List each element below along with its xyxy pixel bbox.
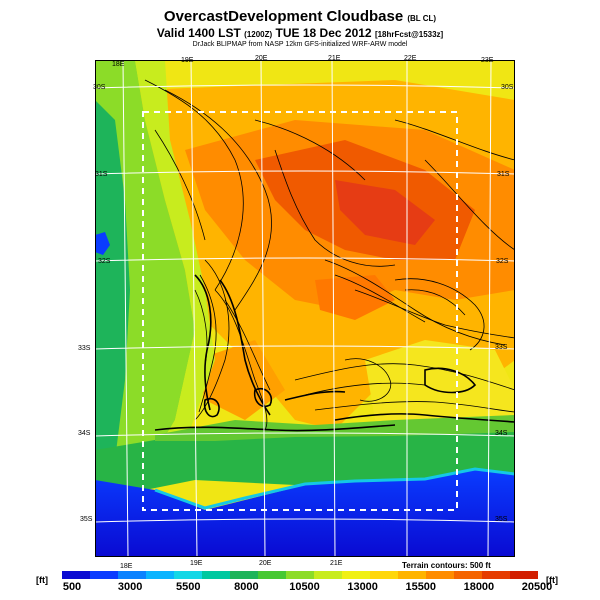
- lon-label-top: 19E: [181, 57, 194, 64]
- colorbar-swatch: [90, 571, 119, 579]
- colorbar-tick-label: 500: [62, 581, 82, 593]
- colorbar-swatch: [146, 571, 175, 579]
- lat-label-left: 33S: [78, 345, 91, 352]
- title-suffix: (BL CL): [407, 14, 437, 23]
- sea-cyan-coast: [154, 467, 515, 510]
- colorbar-swatch: [426, 571, 455, 579]
- field-lightgreen-south: [155, 415, 515, 441]
- valid-utc: (1200Z): [244, 30, 273, 39]
- colorbar-unit-right: [ft]: [546, 575, 558, 585]
- colorbar-tick-label: 15500: [405, 581, 437, 593]
- colorbar-tick-label: 20500: [521, 581, 553, 593]
- forecast-code: [18hrFcst@1533z]: [374, 30, 444, 39]
- lat-label-left: 31S: [95, 171, 108, 178]
- colorbar-swatch: [482, 571, 511, 579]
- field-yellow-east: [365, 340, 515, 440]
- colorbar-swatch: [398, 571, 427, 579]
- lon-label-top: 20E: [255, 55, 268, 62]
- title-main: OvercastDevelopment Cloudbase: [163, 8, 404, 25]
- sea-west-inlet: [95, 232, 110, 255]
- colorbar-swatch: [62, 571, 91, 579]
- lon-label-top: 18E: [112, 61, 125, 68]
- terrain-contour-note: Terrain contours: 500 ft: [402, 561, 491, 570]
- colorbar-tick-label: 13000: [347, 581, 378, 593]
- colorbar-tick-label: 8000: [234, 581, 259, 593]
- lon-label-bottom: 18E: [120, 563, 133, 570]
- colorbar-tick-label: 10500: [289, 581, 320, 593]
- colorbar-swatch: [258, 571, 287, 579]
- colorbar-swatch: [174, 571, 203, 579]
- lat-label-right: 31S: [497, 171, 510, 178]
- colorbar-swatch: [314, 571, 343, 579]
- lon-label-top: 21E: [328, 55, 341, 62]
- colorbar: [62, 571, 538, 579]
- colorbar-swatch: [370, 571, 399, 579]
- lat-label-right: 35S: [495, 516, 508, 523]
- map-frame: [95, 60, 515, 557]
- field-redorange: [315, 275, 395, 320]
- field-red-core: [335, 180, 435, 245]
- latlon-grid: [95, 60, 515, 557]
- lon-label-top: 22E: [404, 55, 417, 62]
- lat-label-right: 33S: [495, 344, 508, 351]
- lon-label-top: 23E: [481, 57, 494, 64]
- valid-label: Valid 1400 LST: [156, 26, 241, 40]
- colorbar-swatch: [202, 571, 231, 579]
- colorbar-swatch: [510, 571, 538, 579]
- chart-title: OvercastDevelopment Cloudbase (BL CL): [0, 8, 600, 25]
- lat-label-right: 30S: [501, 84, 514, 91]
- lat-label-left: 34S: [78, 430, 91, 437]
- lat-label-right: 34S: [495, 430, 508, 437]
- lon-label-bottom: 19E: [190, 560, 203, 567]
- lon-label-bottom: 21E: [330, 560, 343, 567]
- lon-label-bottom: 20E: [259, 560, 272, 567]
- colorbar-swatch: [230, 571, 259, 579]
- lat-label-left: 32S: [98, 258, 111, 265]
- valid-time-line: Valid 1400 LST (1200Z) TUE 18 Dec 2012 […: [0, 26, 600, 40]
- colorbar-tick-label: 5500: [176, 581, 201, 593]
- colorbar-swatch: [454, 571, 483, 579]
- colorbar-tick-label: 3000: [117, 581, 143, 593]
- field-green-south: [95, 430, 515, 500]
- lat-label-left: 30S: [93, 84, 106, 91]
- colorbar-tick-label: 18000: [463, 581, 495, 593]
- colorbar-swatch: [286, 571, 315, 579]
- lat-label-left: 35S: [80, 516, 93, 523]
- inner-domain-box: [142, 111, 458, 511]
- colorbar-swatch: [342, 571, 371, 579]
- lat-label-right: 32S: [496, 258, 509, 265]
- colorbar-unit-left: [ft]: [36, 575, 48, 585]
- colorbar-swatch: [118, 571, 147, 579]
- terrain-contours: [144, 79, 515, 431]
- sea: [95, 470, 515, 557]
- field-darkgreen-west: [95, 100, 130, 470]
- source-line: DrJack BLIPMAP from NASP 12km GFS-initia…: [192, 41, 408, 48]
- terrain-contours-bold: [154, 274, 515, 432]
- valid-date: TUE 18 Dec 2012: [275, 26, 372, 40]
- cloudbase-map: [95, 60, 515, 557]
